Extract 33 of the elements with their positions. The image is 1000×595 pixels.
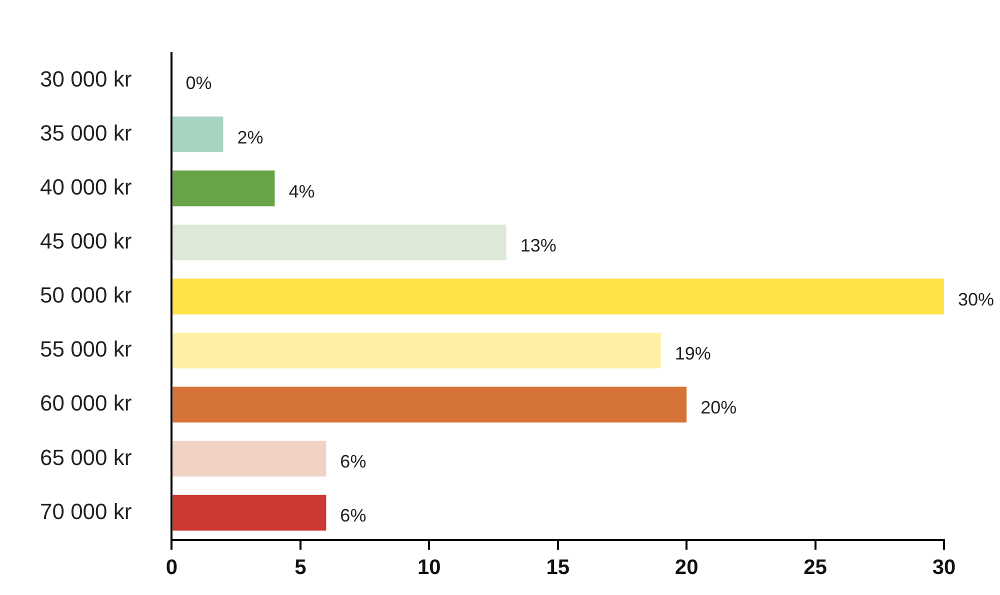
bar (172, 116, 224, 152)
x-tick-label: 5 (294, 556, 307, 580)
y-tick-label: 50 000 kr (40, 282, 132, 308)
data-label: 6% (340, 506, 366, 526)
data-label: 20% (700, 398, 737, 418)
bar (172, 224, 506, 260)
data-label: 30% (958, 289, 994, 310)
bar (172, 386, 687, 422)
y-tick-label: 70 000 kr (40, 498, 132, 524)
data-label: 4% (288, 181, 315, 202)
y-tick-label: 45 000 kr (40, 228, 132, 254)
data-label: 2% (237, 127, 264, 148)
x-tick-label: 10 (417, 556, 441, 580)
x-tick-label: 15 (546, 556, 570, 580)
y-tick-label: 65 000 kr (40, 444, 132, 470)
bar (172, 494, 326, 531)
x-tick-label: 30 (932, 556, 956, 580)
data-label: 13% (520, 235, 556, 256)
x-tick-label: 0 (166, 556, 178, 580)
y-tick-label: 35 000 kr (40, 120, 132, 146)
y-tick-label: 55 000 kr (40, 336, 132, 362)
bar (172, 278, 944, 314)
y-tick-label: 60 000 kr (40, 390, 132, 416)
data-label: 19% (674, 344, 711, 364)
bar (172, 170, 275, 206)
bar (172, 332, 661, 368)
x-tick-label: 25 (804, 556, 828, 580)
bar (172, 440, 326, 477)
y-tick-label: 40 000 kr (40, 174, 132, 200)
y-tick-label: 30 000 kr (40, 66, 132, 92)
x-tick-label: 20 (674, 556, 698, 580)
data-label: 0% (186, 73, 212, 94)
data-label: 6% (340, 452, 366, 472)
